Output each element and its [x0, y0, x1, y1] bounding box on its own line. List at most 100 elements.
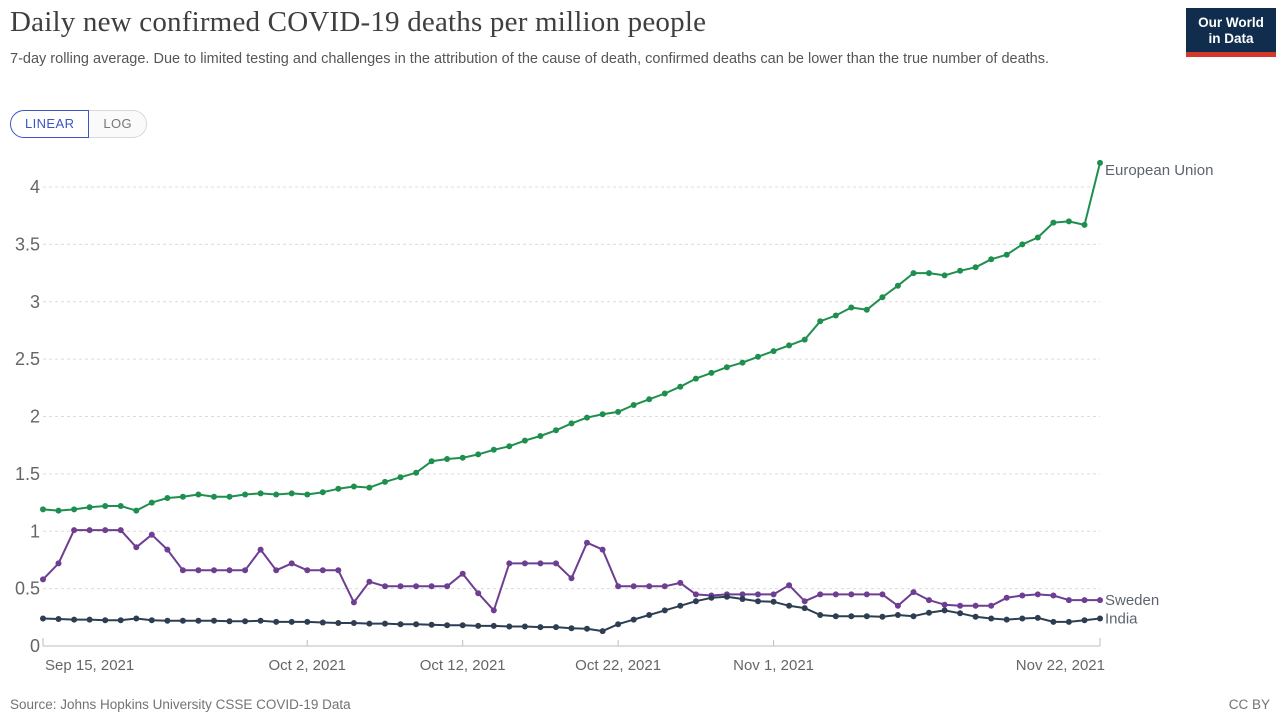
data-point-european-union[interactable] — [521, 437, 528, 444]
data-point-european-union[interactable] — [817, 318, 824, 325]
data-point-sweden[interactable] — [102, 527, 109, 534]
data-point-india[interactable] — [708, 594, 715, 601]
data-point-india[interactable] — [879, 613, 886, 620]
data-point-european-union[interactable] — [444, 456, 451, 462]
data-point-india[interactable] — [739, 596, 746, 602]
series-line-sweden[interactable] — [42, 529, 1101, 612]
data-point-sweden[interactable] — [910, 589, 917, 596]
data-point-sweden[interactable] — [475, 590, 482, 597]
data-point-sweden[interactable] — [40, 576, 46, 583]
data-point-india[interactable] — [413, 621, 420, 628]
data-point-european-union[interactable] — [102, 503, 109, 509]
data-point-india[interactable] — [817, 612, 824, 618]
data-point-sweden[interactable] — [257, 546, 264, 553]
series-line-european-union[interactable] — [42, 161, 1101, 512]
data-point-sweden[interactable] — [957, 602, 964, 609]
data-point-european-union[interactable] — [568, 420, 575, 427]
data-point-sweden[interactable] — [661, 583, 668, 590]
data-point-india[interactable] — [1034, 614, 1041, 621]
data-point-european-union[interactable] — [413, 469, 420, 476]
data-point-sweden[interactable] — [319, 567, 326, 574]
data-point-european-union[interactable] — [692, 375, 699, 382]
data-point-sweden[interactable] — [863, 591, 870, 598]
data-point-india[interactable] — [475, 622, 482, 629]
data-point-sweden[interactable] — [179, 567, 186, 574]
data-point-india[interactable] — [1081, 617, 1088, 624]
data-point-india[interactable] — [506, 623, 513, 630]
data-point-european-union[interactable] — [1034, 234, 1041, 241]
data-point-india[interactable] — [537, 624, 544, 631]
data-point-european-union[interactable] — [910, 270, 917, 277]
data-point-sweden[interactable] — [817, 591, 824, 598]
data-point-european-union[interactable] — [288, 490, 295, 497]
data-point-sweden[interactable] — [1003, 594, 1010, 601]
data-point-sweden[interactable] — [894, 602, 901, 609]
data-point-sweden[interactable] — [615, 583, 622, 590]
data-point-sweden[interactable] — [832, 591, 839, 598]
data-point-sweden[interactable] — [646, 583, 653, 590]
log-button[interactable]: LOG — [89, 110, 148, 138]
data-point-european-union[interactable] — [257, 490, 264, 497]
data-point-india[interactable] — [801, 605, 808, 612]
linear-button[interactable]: LINEAR — [10, 110, 90, 138]
data-point-sweden[interactable] — [242, 567, 249, 574]
data-point-india[interactable] — [71, 616, 78, 623]
data-point-european-union[interactable] — [242, 491, 249, 498]
data-point-india[interactable] — [1019, 615, 1026, 622]
data-point-india[interactable] — [273, 618, 280, 625]
data-point-sweden[interactable] — [786, 582, 793, 589]
data-point-india[interactable] — [444, 622, 451, 629]
data-point-india[interactable] — [848, 613, 855, 620]
data-point-european-union[interactable] — [506, 443, 513, 450]
data-point-india[interactable] — [242, 618, 249, 625]
data-point-india[interactable] — [786, 602, 793, 609]
data-point-india[interactable] — [195, 617, 202, 624]
data-point-european-union[interactable] — [723, 364, 730, 371]
data-point-european-union[interactable] — [894, 282, 901, 289]
data-point-india[interactable] — [179, 617, 186, 624]
data-point-european-union[interactable] — [1019, 241, 1026, 248]
data-point-india[interactable] — [941, 607, 948, 614]
data-point-india[interactable] — [382, 620, 388, 627]
data-point-sweden[interactable] — [1081, 597, 1088, 604]
data-point-european-union[interactable] — [148, 499, 155, 506]
data-point-european-union[interactable] — [211, 493, 217, 500]
data-point-india[interactable] — [257, 617, 264, 624]
data-point-india[interactable] — [117, 617, 124, 624]
data-point-sweden[interactable] — [459, 570, 466, 577]
data-point-european-union[interactable] — [615, 408, 622, 415]
data-point-sweden[interactable] — [1050, 592, 1057, 599]
data-point-sweden[interactable] — [350, 599, 357, 606]
data-point-sweden[interactable] — [677, 579, 684, 586]
data-point-sweden[interactable] — [428, 583, 435, 590]
data-point-india[interactable] — [1065, 618, 1072, 625]
data-point-india[interactable] — [599, 628, 606, 635]
data-point-european-union[interactable] — [397, 474, 404, 481]
data-point-india[interactable] — [755, 598, 761, 605]
data-point-european-union[interactable] — [55, 507, 62, 514]
data-point-european-union[interactable] — [428, 458, 435, 465]
data-point-sweden[interactable] — [988, 602, 995, 609]
data-point-european-union[interactable] — [848, 304, 855, 311]
data-point-european-union[interactable] — [988, 256, 995, 263]
data-point-india[interactable] — [350, 620, 357, 626]
data-point-sweden[interactable] — [413, 583, 420, 590]
data-point-european-union[interactable] — [86, 504, 93, 511]
data-point-india[interactable] — [397, 621, 404, 628]
data-point-india[interactable] — [40, 615, 46, 622]
data-point-sweden[interactable] — [506, 560, 513, 567]
data-point-sweden[interactable] — [553, 560, 559, 567]
data-point-india[interactable] — [1097, 615, 1103, 622]
data-point-india[interactable] — [723, 593, 730, 600]
data-point-european-union[interactable] — [584, 414, 590, 421]
data-point-sweden[interactable] — [397, 583, 404, 590]
data-point-sweden[interactable] — [521, 560, 528, 567]
data-point-sweden[interactable] — [366, 578, 373, 585]
data-point-india[interactable] — [319, 619, 326, 626]
data-point-india[interactable] — [894, 612, 901, 618]
data-point-india[interactable] — [428, 621, 435, 628]
data-point-sweden[interactable] — [537, 560, 544, 567]
data-point-european-union[interactable] — [755, 353, 761, 360]
data-point-european-union[interactable] — [801, 336, 808, 343]
data-point-european-union[interactable] — [1097, 159, 1103, 166]
